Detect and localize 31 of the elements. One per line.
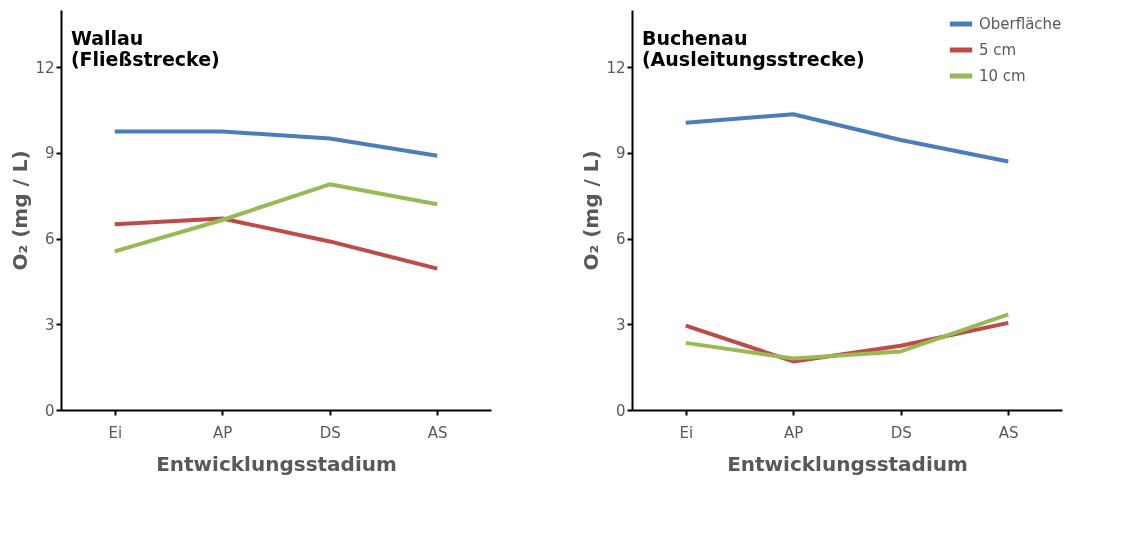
y-tick-label: 6 — [615, 230, 626, 249]
line-series — [112, 182, 440, 254]
legend-label: 5 cm — [979, 41, 1017, 59]
line-series — [683, 112, 1011, 164]
y-tick-label: 3 — [615, 315, 626, 334]
line-series — [112, 216, 440, 271]
y-tick-label: 9 — [615, 144, 626, 163]
y-tick-label: 0 — [44, 401, 55, 420]
y-tick-label: 0 — [615, 401, 626, 420]
x-tick-label: AS — [427, 423, 448, 442]
y-tick-label: 6 — [44, 230, 55, 249]
x-tick-label: AP — [213, 423, 233, 442]
text: Buchenau (Ausleitungsstrecke) — [641, 27, 865, 70]
y-tick-label: 3 — [44, 315, 55, 334]
legend-label: 10 cm — [979, 67, 1026, 85]
y-tick-label: 9 — [44, 144, 55, 163]
y-axis-title: O₂ (mg / L) — [8, 150, 33, 271]
x-tick-label: AS — [998, 423, 1019, 442]
x-tick-label: Ei — [679, 423, 694, 442]
x-tick-label: DS — [890, 423, 912, 442]
y-axis-title: O₂ (mg / L) — [579, 150, 604, 271]
y-tick-label: 12 — [35, 58, 55, 77]
x-axis-title: Entwicklungsstadium — [727, 451, 968, 476]
y-tick-label: 12 — [606, 58, 626, 77]
x-tick-label: DS — [319, 423, 341, 442]
x-axis-title: Entwicklungsstadium — [156, 451, 397, 476]
x-tick-label: AP — [784, 423, 804, 442]
x-tick-label: Ei — [108, 423, 123, 442]
text: Wallau (Fließstrecke) — [70, 27, 220, 70]
legend-label: Oberfläche — [979, 15, 1062, 33]
line-series — [683, 312, 1011, 361]
